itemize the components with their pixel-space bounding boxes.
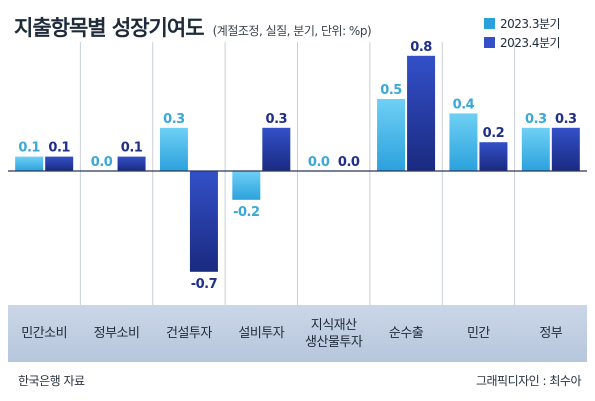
credit-note: 그래픽디자인 : 최수아 [475,374,582,388]
data-label-series-2: 0.3 [266,112,288,127]
category-label: 정부 [539,326,563,341]
data-label-series-1: 0.4 [453,97,475,112]
bar-series-1 [159,127,188,171]
data-label-series-1: 0.1 [18,141,40,156]
data-label-series-1: 0.0 [308,155,330,170]
bar-series-1 [521,127,550,171]
data-label-series-2: -0.7 [191,277,218,292]
legend-label-series-2: 2023.4분기 [500,36,561,50]
bar-series-2 [45,156,74,171]
bar-series-2 [117,156,146,171]
data-label-series-1: 0.3 [163,112,185,127]
bar-series-1 [449,113,478,171]
chart-title: 지출항목별 성장기여도 [14,16,205,40]
chart-subtitle: (계절조정, 실질, 분기, 단위: %p) [212,24,372,38]
bar-series-1 [15,156,44,171]
data-label-series-2: 0.2 [483,126,505,141]
data-label-series-1: -0.2 [233,205,259,220]
category-label: 정부소비 [93,326,140,341]
legend-swatch-series-1 [484,18,495,29]
legend-swatch-series-2 [484,37,495,48]
data-label-series-2: 0.3 [555,112,577,127]
category-label: 지식재산 생산물투자 [305,317,363,350]
legend-item-series-2: 2023.4분기 [484,33,561,52]
bar-series-2 [262,127,291,171]
data-label-series-1: 0.5 [380,83,402,98]
legend: 2023.3분기 2023.4분기 [484,14,561,52]
bar-series-2 [189,171,218,272]
bar-series-1 [377,99,406,171]
category-label: 민간 [466,326,490,341]
legend-item-series-1: 2023.3분기 [484,14,561,33]
data-label-series-1: 0.0 [91,155,113,170]
data-label-series-2: 0.1 [48,141,70,156]
bar-series-2 [407,55,436,171]
category-label: 순수출 [388,326,424,341]
data-label-series-2: 0.8 [410,40,432,55]
category-band [8,305,587,362]
bar-series-2 [551,127,580,171]
source-note: 한국은행 자료 [18,374,85,388]
data-label-series-2: 0.1 [121,141,143,156]
category-label: 건설투자 [166,326,212,341]
title-block: 지출항목별 성장기여도 (계절조정, 실질, 분기, 단위: %p) [14,12,372,42]
category-label: 설비투자 [238,326,285,341]
bar-series-2 [479,142,508,171]
bar-series-1 [232,171,261,200]
data-label-series-1: 0.3 [525,112,547,127]
category-label: 민간소비 [21,326,68,341]
legend-label-series-1: 2023.3분기 [500,17,561,31]
data-label-series-2: 0.0 [338,155,360,170]
